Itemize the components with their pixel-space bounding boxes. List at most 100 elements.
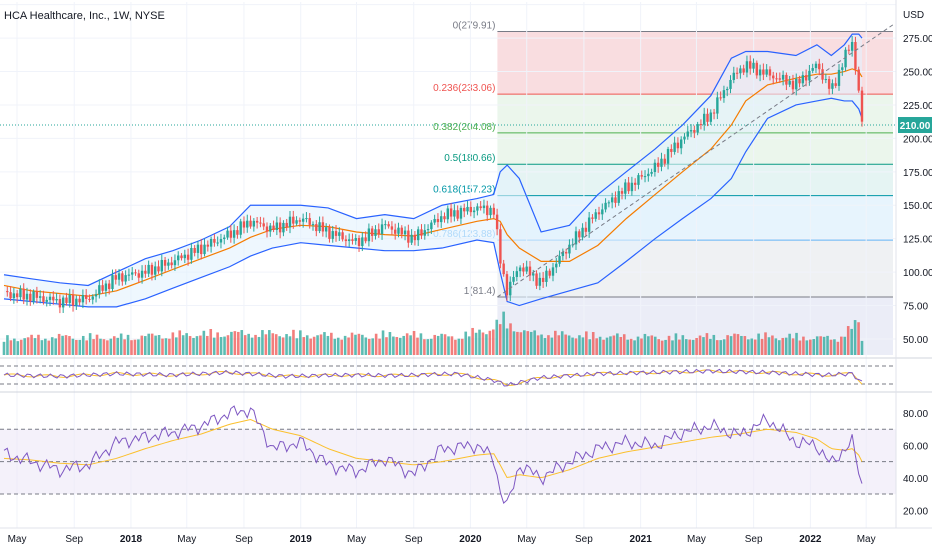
candle-body xyxy=(42,296,45,302)
rsi-tick-label: 40.00 xyxy=(903,474,928,485)
volume-bar xyxy=(299,330,302,355)
volume-bar xyxy=(440,333,443,355)
candle-body xyxy=(321,222,325,232)
candle-body xyxy=(347,239,351,242)
candle-body xyxy=(104,283,108,291)
candle-body xyxy=(216,242,219,244)
volume-bar xyxy=(485,334,488,355)
candle-body xyxy=(502,263,505,275)
candle-body xyxy=(670,148,673,152)
candle-body xyxy=(673,142,676,152)
volume-bar xyxy=(40,340,44,355)
volume-bar xyxy=(619,336,623,355)
candle-body xyxy=(206,244,210,247)
volume-bar xyxy=(709,338,712,355)
time-tick-label: 2020 xyxy=(459,534,482,545)
candle-body xyxy=(824,79,828,81)
candle-body xyxy=(752,62,755,69)
price-tick-label: 150.00 xyxy=(903,201,932,212)
volume-bar xyxy=(819,336,822,355)
candle-body xyxy=(482,205,486,209)
volume-bar xyxy=(37,334,40,355)
candle-body xyxy=(778,78,782,80)
candle-body xyxy=(344,239,348,242)
candle-body xyxy=(798,78,801,84)
volume-bar xyxy=(274,334,278,355)
candle-body xyxy=(541,277,545,282)
volume-bar xyxy=(44,338,47,355)
candle-body xyxy=(357,238,361,246)
candle-body xyxy=(486,205,489,216)
candle-body xyxy=(177,255,180,261)
volume-bar xyxy=(361,334,364,355)
candle-body xyxy=(144,270,147,274)
candle-body xyxy=(262,223,265,227)
candle-body xyxy=(647,173,650,177)
volume-bar xyxy=(805,340,809,355)
candle-body xyxy=(495,214,499,230)
time-tick-label: May xyxy=(177,534,196,545)
candle-body xyxy=(121,273,124,282)
volume-bar xyxy=(330,332,333,355)
time-tick-label: 2019 xyxy=(290,534,313,545)
volume-bar xyxy=(781,337,785,355)
candle-body xyxy=(709,112,712,122)
last-price-label: 210.00 xyxy=(900,121,931,132)
volume-bar xyxy=(292,329,295,355)
candle-body xyxy=(203,244,206,255)
trend-line-dashed xyxy=(497,24,894,298)
volume-bar xyxy=(760,338,764,355)
volume-bar xyxy=(374,333,378,355)
candle-body xyxy=(515,271,519,277)
volume-bar xyxy=(226,335,230,355)
volume-bar xyxy=(206,335,209,355)
candle-body xyxy=(795,78,798,90)
candle-body xyxy=(157,266,160,272)
volume-bar xyxy=(302,337,306,355)
candle-body xyxy=(229,230,233,238)
volume-bar xyxy=(567,335,571,355)
volume-bar xyxy=(405,333,409,355)
candle-body xyxy=(61,297,65,308)
volume-bar xyxy=(388,332,392,355)
candle-body xyxy=(81,294,85,303)
candle-body xyxy=(226,230,229,238)
candle-body xyxy=(781,74,785,80)
trend-line[interactable]: 210.00 xyxy=(0,24,932,298)
volume-bar xyxy=(492,329,495,355)
volume-bar xyxy=(753,339,757,355)
volume-bar xyxy=(502,311,505,355)
volume-bar xyxy=(540,334,543,355)
volume-bar xyxy=(305,335,309,355)
candle-body xyxy=(492,207,496,215)
price-tick-label: 225.00 xyxy=(903,101,932,112)
candle-body xyxy=(841,67,844,70)
volume-bar xyxy=(350,332,354,355)
candle-body xyxy=(190,248,193,260)
volume-bar xyxy=(495,319,499,355)
bollinger-fill xyxy=(4,34,862,307)
candle-body xyxy=(512,276,515,282)
volume-bar xyxy=(464,331,468,355)
candle-body xyxy=(479,206,482,209)
volume-bar xyxy=(381,330,385,355)
volume-bar xyxy=(88,333,92,355)
price-tick-label: 275.00 xyxy=(903,34,932,45)
volume-bar xyxy=(171,332,175,355)
candle-body xyxy=(640,175,643,177)
volume-bar xyxy=(622,334,626,355)
volume-bar xyxy=(791,338,795,355)
candle-body xyxy=(147,264,150,274)
volume-bars xyxy=(2,311,864,355)
candle-body xyxy=(456,210,459,219)
candle-body xyxy=(354,238,357,241)
candle-body xyxy=(246,220,249,228)
time-tick-label: Sep xyxy=(745,534,763,545)
candle-body xyxy=(584,227,588,232)
price-tick-label: 200.00 xyxy=(903,134,932,145)
volume-bar xyxy=(726,335,729,355)
candle-body xyxy=(834,83,837,86)
candle-body xyxy=(732,72,735,80)
